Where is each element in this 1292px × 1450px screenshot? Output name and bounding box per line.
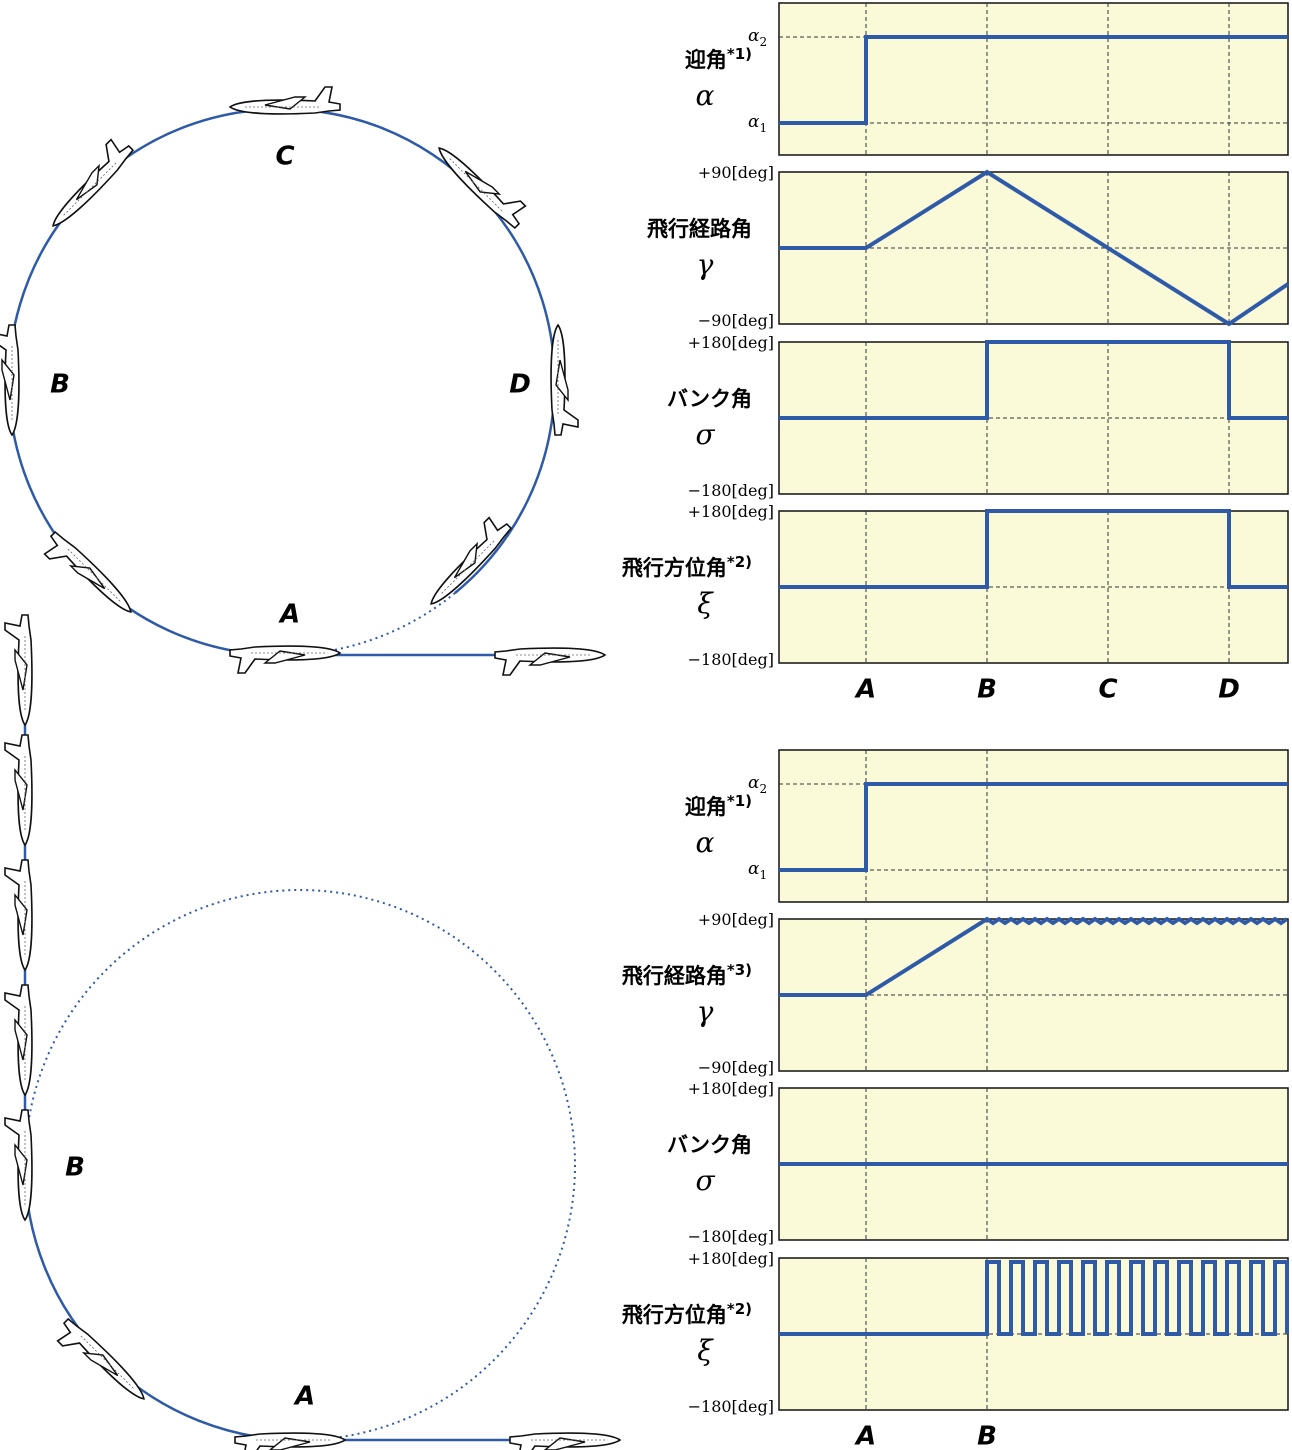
tick-symbol: α: [748, 26, 760, 46]
row-name: 飛行経路角: [647, 217, 752, 241]
tick-sub: 1: [759, 868, 767, 882]
row-name-text: 飛行方位角: [622, 556, 727, 580]
row-note: *2): [727, 1300, 752, 1318]
aircraft: [0, 325, 19, 435]
tick-sub: 2: [759, 35, 767, 49]
plot-area: [779, 750, 1288, 902]
row-symbol: γ: [697, 248, 714, 281]
row-name: 飛行方位角*2): [622, 553, 752, 580]
aircraft: [5, 985, 32, 1095]
tick-label: +180[deg]: [688, 502, 774, 521]
aircraft: [5, 735, 32, 845]
panels: 迎角*1)αα2α1飛行経路角γ+90[deg]−90[deg]バンク角σ+18…: [622, 3, 1288, 1450]
row-symbol: α: [696, 79, 715, 112]
aircraft: [52, 1316, 149, 1413]
tick-label: α1: [748, 112, 767, 135]
row-name: 飛行経路角*3): [622, 961, 752, 988]
row-note: *3): [727, 961, 752, 979]
aircraft: [235, 1433, 345, 1450]
loop-dotted: [285, 593, 455, 655]
aircraft: [39, 529, 136, 626]
row-name: バンク角: [667, 387, 752, 411]
row-note: *1): [727, 45, 752, 63]
tick-sub: 1: [759, 121, 767, 135]
row-name-text: 飛行方位角: [622, 1303, 727, 1327]
point-label: C: [275, 142, 294, 172]
aircraft: [434, 134, 531, 231]
aircraft: [510, 1433, 620, 1450]
row-note: *1): [727, 792, 752, 810]
row-name: 迎角*1): [685, 45, 752, 72]
tick-label: −90[deg]: [698, 1058, 774, 1077]
row-symbol: σ: [695, 1164, 715, 1197]
tick-sub: 2: [759, 782, 767, 796]
tick-label: α1: [748, 859, 767, 882]
tick-label: −90[deg]: [698, 311, 774, 330]
tick-label: α2: [748, 26, 767, 49]
point-label: B: [65, 1153, 85, 1183]
aircraft: [417, 512, 514, 609]
aircraft: [39, 134, 136, 231]
row-name: 飛行方位角*2): [622, 1300, 752, 1327]
aircraft: [5, 615, 32, 725]
row-name-text: バンク角: [667, 387, 752, 411]
row-symbol: ξ: [697, 587, 714, 620]
row-name-text: 飛行経路角: [622, 964, 727, 988]
tick-symbol: α: [748, 859, 760, 879]
x-label: D: [1218, 675, 1240, 705]
row-name-text: バンク角: [667, 1133, 752, 1157]
point-label: D: [509, 370, 531, 400]
point-label: B: [50, 370, 70, 400]
tick-label: +90[deg]: [698, 910, 774, 929]
row-note: *2): [727, 553, 752, 571]
x-label: B: [977, 675, 997, 705]
row-name: 迎角*1): [685, 792, 752, 819]
tick-label: −180[deg]: [688, 650, 774, 669]
tick-label: +90[deg]: [698, 163, 774, 182]
aircraft-group: [0, 87, 620, 1450]
x-label: B: [977, 1422, 997, 1450]
row-symbol: α: [696, 826, 715, 859]
row-symbol: σ: [695, 418, 715, 451]
tick-label: −180[deg]: [688, 1397, 774, 1416]
row-name-text: 迎角: [685, 795, 727, 819]
tick-label: +180[deg]: [688, 1079, 774, 1098]
row-name-text: 迎角: [685, 48, 727, 72]
x-label: C: [1098, 675, 1117, 705]
row-symbol: ξ: [697, 1334, 714, 1367]
tick-symbol: α: [748, 773, 760, 793]
aircraft: [5, 1110, 32, 1220]
tick-label: α2: [748, 773, 767, 796]
climb-path: [25, 620, 300, 1440]
aircraft: [551, 325, 578, 435]
tick-label: +180[deg]: [688, 1249, 774, 1268]
row-name: バンク角: [667, 1133, 752, 1157]
aircraft: [5, 860, 32, 970]
tick-label: −180[deg]: [688, 481, 774, 500]
tick-label: +180[deg]: [688, 333, 774, 352]
aircraft: [230, 646, 340, 673]
tick-label: −180[deg]: [688, 1227, 774, 1246]
climb-figure: [25, 620, 620, 1440]
point-label: A: [293, 1382, 315, 1412]
row-symbol: γ: [697, 995, 714, 1028]
row-name-text: 飛行経路角: [647, 217, 752, 241]
plot-area: [779, 3, 1288, 155]
x-label: A: [854, 1422, 876, 1450]
diagram: 迎角*1)αα2α1飛行経路角γ+90[deg]−90[deg]バンク角σ+18…: [0, 0, 1292, 1450]
aircraft: [230, 87, 340, 114]
x-label: A: [854, 675, 876, 705]
aircraft: [495, 648, 605, 675]
tick-symbol: α: [748, 112, 760, 132]
point-label: A: [278, 600, 300, 630]
